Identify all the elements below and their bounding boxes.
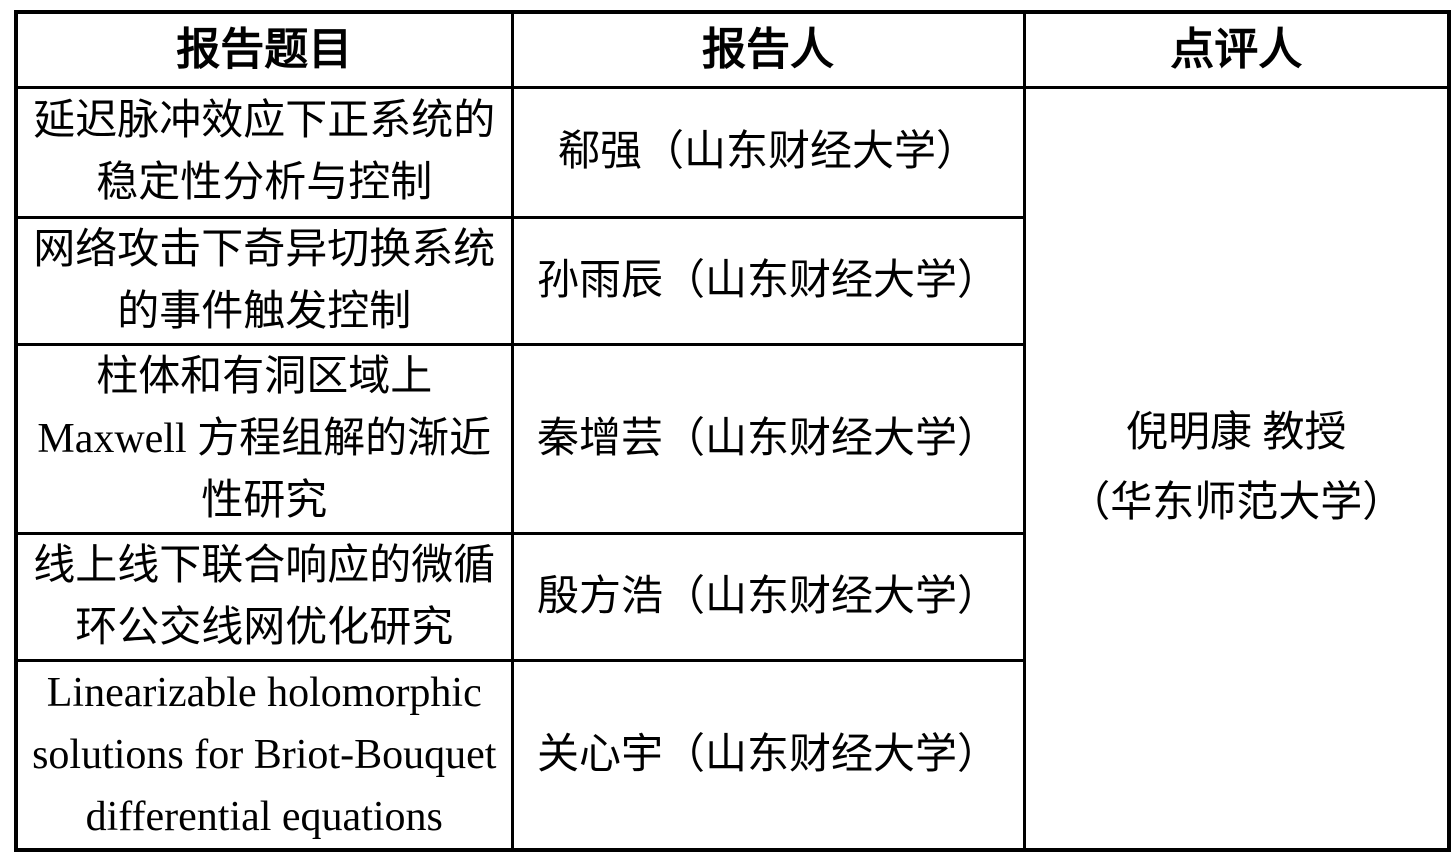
speaker-cell: 郗强（山东财经大学） [510, 85, 1026, 219]
header-commentator: 点评人 [1022, 10, 1451, 89]
report-title-cell: 网络攻击下奇异切换系统 的事件触发控制 [14, 215, 514, 346]
table-row: Linearizable holomorphic solutions for B… [14, 658, 1449, 851]
header-report-title: 报告题目 [14, 10, 514, 89]
report-title-cell: 延迟脉冲效应下正系统的 稳定性分析与控制 [14, 85, 514, 219]
report-title-cell: 线上线下联合响应的微循 环公交线网优化研究 [14, 531, 514, 662]
table-row: 线上线下联合响应的微循 环公交线网优化研究 殷方浩（山东财经大学） [14, 531, 1449, 662]
report-title-cell: 柱体和有洞区域上 Maxwell 方程组解的渐近 性研究 [14, 342, 514, 535]
speaker-cell: 孙雨辰（山东财经大学） [510, 215, 1026, 346]
table-header-row: 报告题目 报告人 点评人 [14, 10, 1451, 89]
speaker-cell: 关心宇（山东财经大学） [510, 658, 1026, 851]
report-title-cell: Linearizable holomorphic solutions for B… [14, 658, 514, 851]
header-speaker: 报告人 [510, 10, 1026, 89]
table-row: 网络攻击下奇异切换系统 的事件触发控制 孙雨辰（山东财经大学） [14, 215, 1449, 346]
table-row: 延迟脉冲效应下正系统的 稳定性分析与控制 郗强（山东财经大学） 倪明康 教授 （… [14, 85, 1451, 851]
speaker-cell: 秦增芸（山东财经大学） [510, 342, 1026, 535]
table-row: 柱体和有洞区域上 Maxwell 方程组解的渐近 性研究 秦增芸（山东财经大学） [14, 342, 1449, 535]
report-schedule-table: 报告题目 报告人 点评人 延迟脉冲效应下正系统的 稳定性分析与控制 郗强（山东财… [14, 10, 1451, 852]
speaker-cell: 殷方浩（山东财经大学） [510, 531, 1026, 662]
commentator-cell: 倪明康 教授 （华东师范大学） [1022, 85, 1451, 851]
